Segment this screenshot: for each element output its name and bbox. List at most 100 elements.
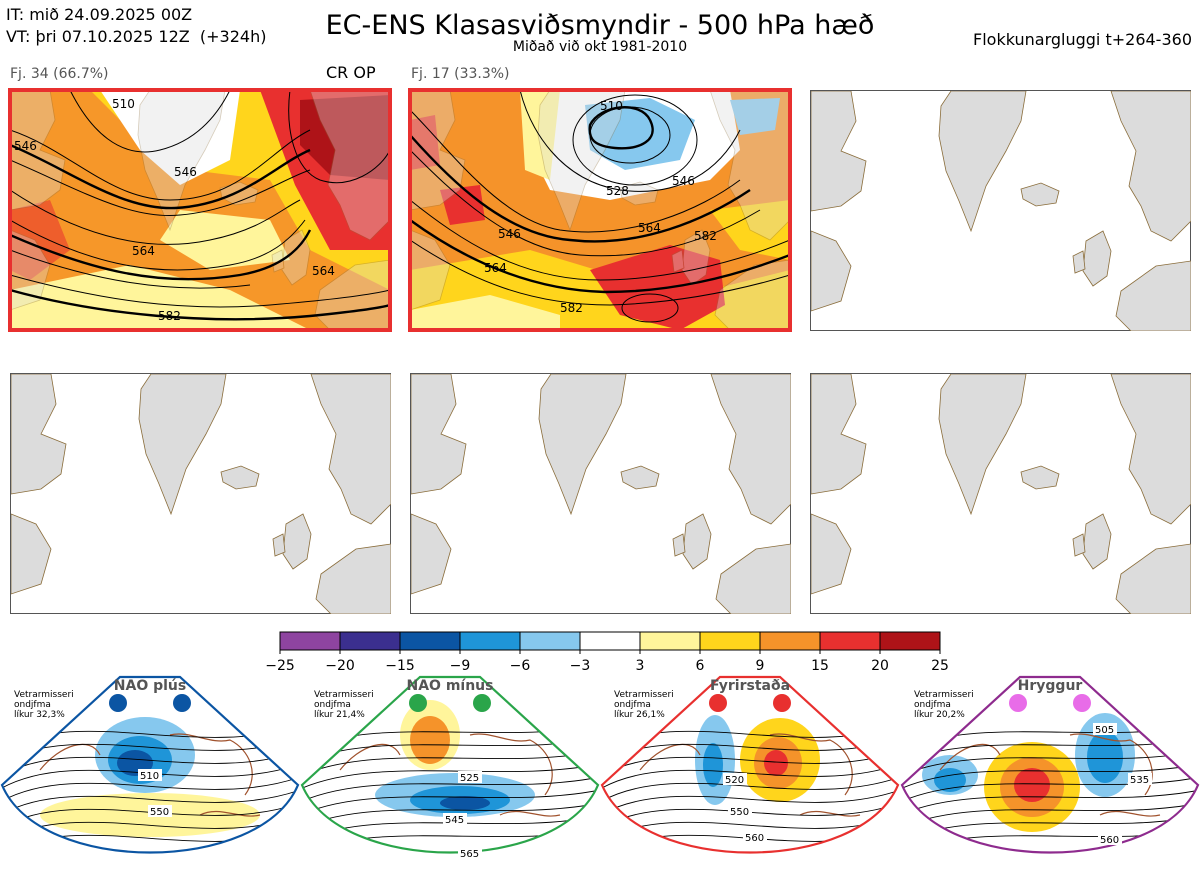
regime-4-info-2: líkur 20,2% [914, 710, 965, 720]
regime-3-info-2: líkur 26,1% [614, 710, 665, 720]
regime-4-contour-6 [902, 802, 1198, 829]
op-highlight-frame [8, 88, 392, 332]
p1-contour-label-5: 546 [14, 139, 37, 153]
regime-2-contour-6 [302, 802, 598, 829]
cluster-map-1: 510 546 564 582 546 564 [8, 88, 392, 332]
p2-contour-label-7: 582 [694, 229, 717, 243]
regime-1-contour-4 [2, 776, 298, 803]
regime-1-marker-right [173, 694, 191, 712]
colorbar-tick-label-0: −25 [265, 658, 295, 674]
p2-contour-label-1: 510 [600, 99, 623, 113]
regime-2-contour-5 [302, 789, 598, 816]
empty-map-3 [810, 90, 1191, 331]
regime-4-label-1: 535 [1130, 775, 1149, 786]
regime-3-contour-2 [602, 750, 898, 777]
colorbar-tick-label-4: −6 [510, 658, 531, 674]
p1-contour-label-3: 564 [132, 244, 155, 258]
p2-contour-label-8: 582 [560, 301, 583, 315]
regime-4-contour-3 [902, 763, 1198, 790]
p1-contour-label-6: 564 [312, 264, 335, 278]
colorbar-swatch-3 [459, 631, 521, 651]
regime-2-title: NAO mínus [407, 678, 494, 694]
panel-1-label: Fj. 34 (66.7%) [10, 66, 109, 82]
colorbar-tick-label-11: 25 [931, 658, 949, 674]
regime-4-title: Hryggur [1018, 678, 1083, 694]
regime-3-label-2: 560 [745, 833, 764, 844]
regime-panel-1: 510 550 NAO plús Vetrarmisseriondjfmalíkur … [0, 675, 300, 854]
colorbar-swatch-9 [819, 631, 881, 651]
init-time: IT: mið 24.09.2025 00Z [6, 5, 193, 24]
colorbar-swatch-0 [279, 631, 341, 651]
regime-4-contour-4 [902, 776, 1198, 803]
regime-2-contour-3 [302, 763, 598, 790]
regime-3-anomaly-4 [764, 750, 788, 776]
regime-2-anomaly-1 [410, 716, 450, 764]
colorbar-swatch-1 [339, 631, 401, 651]
colorbar-swatch-6 [639, 631, 701, 651]
regime-1-label-0: 510 [140, 771, 159, 782]
colorbar-tick-label-1: −20 [325, 658, 355, 674]
regime-1-coastline [39, 733, 261, 817]
regime-2-contour-2 [302, 750, 598, 777]
regime-2-info-2: líkur 21,4% [314, 710, 365, 720]
regime-3-label-0: 520 [725, 775, 744, 786]
p2-contour-label-3: 546 [498, 227, 521, 241]
regime-2-anomaly-4 [440, 796, 490, 810]
regime-3-contour-4 [602, 776, 898, 803]
regime-1-contour-5 [2, 789, 298, 816]
regime-2-contour-4 [302, 776, 598, 803]
regime-4-label-2: 560 [1100, 835, 1119, 846]
colorbar-swatch-10 [879, 631, 941, 651]
colorbar-tick-label-3: −9 [450, 658, 471, 674]
p1-contour-label-2: 546 [174, 165, 197, 179]
regime-3-info-0: Vetrarmisseri [614, 690, 674, 700]
regime-3-contour-3 [602, 763, 898, 790]
regime-1-info-1: ondjfma [14, 700, 51, 710]
colorbar-tick-label-8: 9 [756, 658, 765, 674]
regime-panel-3: 520 550 560 Fyrirstaða Vetrarmisseriondjfmal… [600, 675, 900, 854]
regime-3-coastline [639, 733, 861, 817]
regime-3-contour-5 [602, 789, 898, 816]
regime-panel-4: 505 535 560 Hryggur Vetrarmisseriondjfmalíku… [900, 675, 1200, 854]
regime-3-info-1: ondjfma [614, 700, 651, 710]
regime-1-outline [0, 675, 300, 854]
empty-map-6 [810, 373, 1191, 614]
page-subtitle: Miðað við okt 1981-2010 [512, 39, 688, 55]
regime-3-outline [600, 675, 900, 854]
p2-contour-label-6: 564 [484, 261, 507, 275]
regime-4-label-0: 505 [1095, 725, 1114, 736]
regime-4-anomaly-4 [1014, 768, 1050, 802]
regime-4-marker-left [1009, 694, 1027, 712]
colorbar-swatch-4 [519, 631, 581, 651]
valid-time: VT: þri 07.10.2025 12Z (+324h) [6, 27, 267, 46]
colorbar: −25 −20 −15 −9 −6 −3 3 6 9 15 20 25 [265, 631, 949, 674]
panel-1-op-tag: CR OP [326, 63, 376, 82]
regime-3-title: Fyrirstaða [710, 678, 790, 694]
p2-contour-label-2: 528 [606, 184, 629, 198]
regime-1-info-2: líkur 32,3% [14, 710, 65, 720]
regime-1-contour-6 [2, 802, 298, 829]
regime-2-label-0: 525 [460, 773, 479, 784]
regime-4-anomaly-6 [1087, 731, 1123, 783]
regime-2-label-1: 545 [445, 815, 464, 826]
p1-contour-label-1: 510 [112, 97, 135, 111]
regime-2-info-1: ondjfma [314, 700, 351, 710]
empty-map-5 [410, 373, 791, 614]
regime-1-marker-left [109, 694, 127, 712]
colorbar-tick-label-10: 20 [871, 658, 889, 674]
colorbar-tick-label-9: 15 [811, 658, 829, 674]
colorbar-tick-label-7: 6 [696, 658, 705, 674]
regime-2-marker-left [409, 694, 427, 712]
regime-2-info-0: Vetrarmisseri [314, 690, 374, 700]
regime-3-marker-right [773, 694, 791, 712]
regime-4-marker-right [1073, 694, 1091, 712]
regime-1-title: NAO plús [114, 678, 186, 694]
p1-contour-label-4: 582 [158, 309, 181, 323]
p2-contour-label-4: 546 [672, 174, 695, 188]
regime-4-outline [900, 675, 1200, 854]
colorbar-tick-label-2: −15 [385, 658, 415, 674]
panel-2-label: Fj. 17 (33.3%) [411, 66, 510, 82]
colorbar-swatch-2 [399, 631, 461, 651]
empty-map-4 [10, 373, 391, 614]
regime-3-label-1: 550 [730, 807, 749, 818]
